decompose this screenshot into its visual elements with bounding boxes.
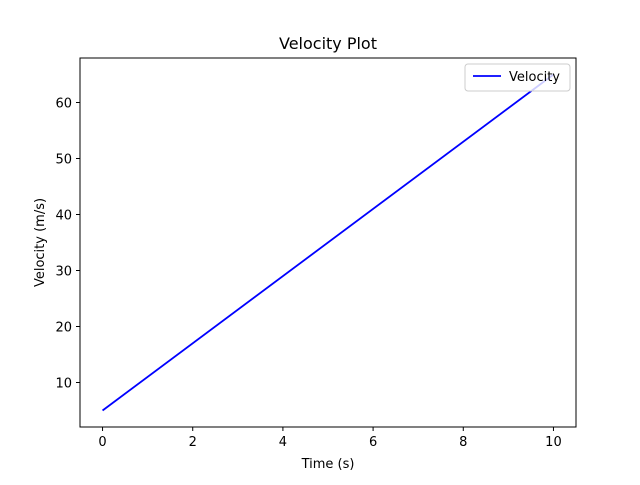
- x-tick-label: 2: [189, 435, 197, 450]
- x-tick-label: 8: [459, 435, 467, 450]
- plot-frame: [79, 57, 577, 428]
- x-tick-label: 4: [279, 435, 287, 450]
- series-line-velocity: [102, 73, 554, 412]
- y-axis-label: Velocity (m/s): [33, 198, 48, 287]
- legend-box: [464, 63, 571, 92]
- x-tick-label: 0: [98, 435, 106, 450]
- x-axis-label: Time (s): [301, 457, 355, 472]
- y-tick-label: 30: [55, 264, 72, 279]
- y-tick-label: 60: [55, 97, 72, 112]
- x-tick-label: 10: [545, 435, 562, 450]
- legend: Velocity: [464, 63, 571, 92]
- legend-label-velocity: Velocity: [509, 70, 560, 85]
- x-tick-label: 6: [369, 435, 377, 450]
- ticks-layer: 0 2 4 6 8 10 10 20 30 40 50 60: [55, 97, 561, 450]
- series-layer: [102, 73, 554, 412]
- y-tick-label: 10: [55, 376, 72, 391]
- y-tick-label: 50: [55, 153, 72, 168]
- y-tick-label: 40: [55, 209, 72, 224]
- y-tick-label: 20: [55, 320, 72, 335]
- chart-title: Velocity Plot: [279, 34, 377, 53]
